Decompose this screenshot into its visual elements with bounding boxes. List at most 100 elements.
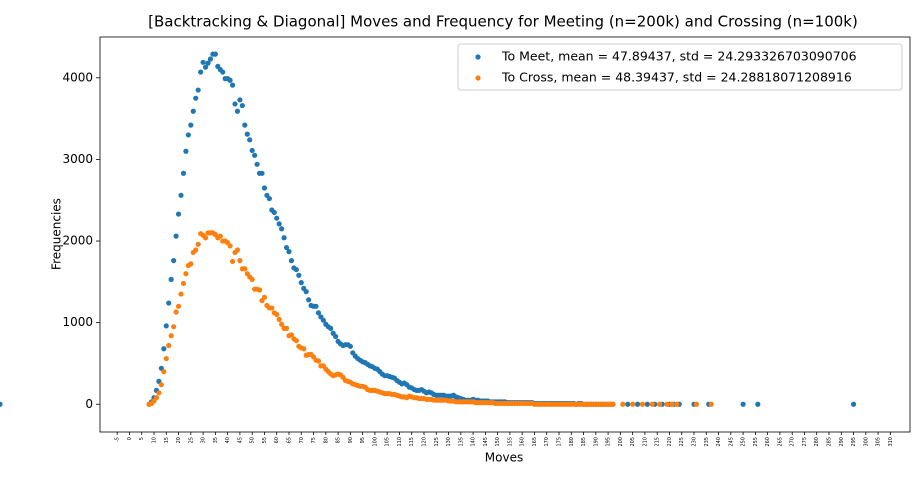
point [178, 192, 184, 198]
x-tick-label: 270 [790, 437, 796, 447]
x-tick-label: 185 [581, 437, 587, 447]
x-tick-label: 15 [164, 437, 170, 443]
point [283, 325, 290, 331]
point [168, 276, 174, 282]
x-tick-label: 95 [360, 437, 366, 443]
x-axis-label: Moves [485, 451, 523, 465]
x-tick-label: 275 [802, 437, 808, 447]
x-tick-label: 45 [237, 437, 243, 443]
point [173, 309, 179, 315]
point [644, 401, 650, 407]
point [242, 266, 248, 272]
y-tick-label: 4000 [62, 70, 93, 84]
x-tick-label: 110 [397, 437, 403, 447]
point [620, 401, 626, 407]
point [269, 305, 275, 311]
x-tick-label: 150 [495, 437, 501, 447]
point [320, 317, 326, 323]
point [242, 122, 248, 128]
point [166, 342, 172, 349]
x-tick-label: 155 [507, 437, 513, 447]
point [237, 258, 243, 264]
point [168, 333, 174, 339]
point [610, 401, 616, 407]
point [313, 303, 319, 309]
point [205, 60, 211, 66]
point [288, 332, 295, 338]
x-tick-label: 145 [483, 437, 489, 447]
point [163, 323, 169, 329]
point [657, 401, 663, 407]
x-tick-label: 125 [434, 437, 440, 447]
point [693, 401, 700, 407]
point [649, 401, 655, 407]
x-tick-label: 135 [458, 437, 464, 447]
point [200, 59, 206, 65]
x-tick-label: 0 [127, 437, 133, 440]
x-tick-label: 165 [532, 437, 538, 447]
x-tick-label: 130 [446, 437, 452, 447]
x-tick-label: 290 [839, 437, 845, 447]
x-tick-label: 160 [520, 437, 526, 447]
point [212, 51, 218, 57]
point [261, 185, 268, 191]
point [195, 87, 201, 93]
x-tick-label: 200 [618, 437, 624, 447]
x-tick-label: 205 [630, 437, 636, 447]
point [161, 346, 167, 352]
point [188, 261, 194, 267]
legend-label: To Meet, mean = 47.89437, std = 24.29332… [501, 49, 857, 64]
point [669, 401, 675, 407]
x-tick-label: 40 [225, 437, 231, 443]
point [0, 401, 3, 407]
point [161, 369, 167, 375]
point [315, 358, 322, 364]
chart-title: [Backtracking & Diagonal] Moves and Freq… [148, 13, 858, 31]
x-tick-label: 35 [213, 437, 219, 443]
y-axis-label: Frequencies [50, 198, 64, 270]
point [171, 258, 177, 264]
point [276, 221, 282, 227]
x-tick-label: 90 [348, 437, 354, 443]
point [254, 161, 260, 167]
x-tick-label: 25 [188, 437, 194, 443]
x-tick-label: 260 [765, 437, 771, 447]
point [252, 152, 258, 158]
point [198, 69, 204, 75]
y-tick-label: 0 [85, 397, 93, 411]
x-tick-label: 85 [336, 437, 342, 443]
x-tick-label: 5 [139, 437, 145, 440]
point [639, 401, 646, 407]
point [183, 271, 189, 277]
point [259, 170, 265, 176]
point [301, 346, 307, 352]
x-tick-label: 70 [299, 437, 305, 443]
point [220, 69, 226, 75]
x-tick-label: 50 [250, 437, 256, 443]
point [279, 226, 285, 232]
legend-marker [475, 54, 481, 60]
point [279, 321, 285, 327]
x-tick-label: 175 [557, 437, 563, 447]
point [247, 137, 253, 143]
point [234, 247, 241, 253]
point [288, 258, 295, 264]
x-tick-label: 300 [863, 437, 869, 447]
x-tick-label: 265 [777, 437, 783, 447]
x-tick-label: 225 [679, 437, 685, 447]
x-tick-label: 235 [704, 437, 710, 447]
point [293, 337, 299, 344]
point [207, 56, 214, 62]
legend-label: To Cross, mean = 48.39437, std = 24.2881… [501, 70, 852, 85]
point [755, 401, 761, 407]
point [271, 209, 277, 216]
x-tick-label: 215 [655, 437, 661, 447]
x-tick-label: 305 [876, 437, 882, 447]
point [227, 243, 233, 249]
x-tick-label: 140 [471, 437, 477, 447]
point [315, 310, 322, 316]
x-tick-label: 220 [667, 437, 673, 447]
point [293, 266, 299, 273]
x-tick-label: 115 [409, 437, 415, 447]
point [286, 249, 292, 255]
